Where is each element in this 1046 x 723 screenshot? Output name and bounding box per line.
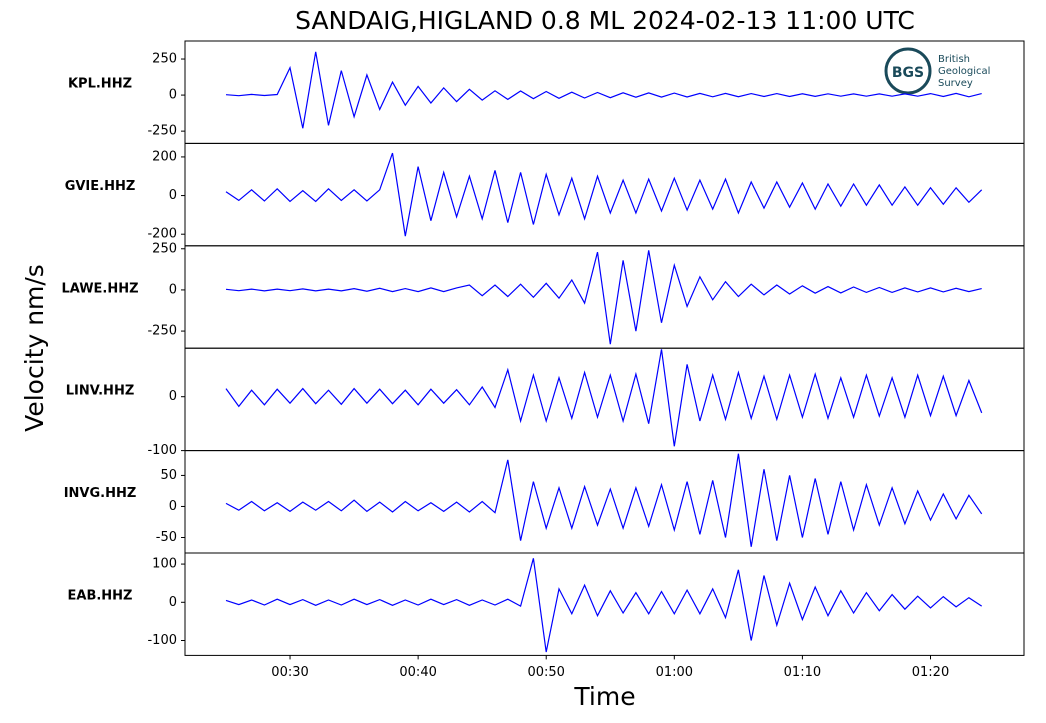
y-tick-label: 250 <box>152 52 177 67</box>
panel <box>225 51 982 129</box>
panel <box>225 250 982 345</box>
logo-text: British <box>938 54 970 65</box>
y-tick-label: 0 <box>169 188 177 203</box>
y-tick-label: 0 <box>169 389 177 404</box>
y-tick-label: -100 <box>147 443 177 458</box>
trace <box>225 51 982 129</box>
y-tick-label: 0 <box>169 282 177 297</box>
y-tick-label: -250 <box>147 324 177 339</box>
x-tick-label: 01:20 <box>912 665 949 680</box>
y-tick-label: 50 <box>160 468 177 483</box>
y-tick-label: 0 <box>169 499 177 514</box>
station-label: LINV.HHZ <box>66 384 135 399</box>
chart-title: SANDAIG,HIGLAND 0.8 ML 2024-02-13 11:00 … <box>295 6 915 35</box>
panel-frame <box>184 245 1025 349</box>
trace <box>225 152 983 237</box>
panel-frame <box>184 450 1025 554</box>
y-tick-label: -250 <box>147 124 177 139</box>
y-tick-label: 250 <box>152 241 177 256</box>
x-tick-label: 00:30 <box>271 665 308 680</box>
x-tick-label: 00:50 <box>527 665 564 680</box>
trace <box>225 250 982 345</box>
panel-frame <box>184 347 1025 452</box>
trace <box>225 349 983 447</box>
station-label: GVIE.HHZ <box>65 179 136 194</box>
logo-text: Geological <box>938 66 990 77</box>
panel <box>225 152 983 237</box>
y-tick-label: 100 <box>152 557 177 572</box>
trace <box>225 453 983 547</box>
logo: BGS British Geological Survey <box>884 47 990 95</box>
panel <box>225 558 983 653</box>
x-axis-label: Time <box>573 682 635 711</box>
panel <box>225 349 983 447</box>
panel-frame <box>184 552 1025 656</box>
station-label: INVG.HHZ <box>64 486 137 501</box>
station-label: KPL.HHZ <box>68 77 132 92</box>
x-tick-label: 01:10 <box>784 665 821 680</box>
panel <box>225 453 983 547</box>
y-tick-label: -200 <box>147 227 177 242</box>
station-label: EAB.HHZ <box>68 589 133 604</box>
y-tick-label: 0 <box>169 595 177 610</box>
y-tick-label: -50 <box>156 530 177 545</box>
logo-abbr: BGS <box>892 65 924 81</box>
y-tick-label: 0 <box>169 88 177 103</box>
x-tick-label: 00:40 <box>399 665 436 680</box>
y-tick-label: 200 <box>152 149 177 164</box>
logo-text: Survey <box>938 78 973 89</box>
y-axis-label: Velocity nm/s <box>20 264 49 432</box>
trace <box>225 558 983 653</box>
logo-ring <box>884 47 932 95</box>
x-tick-label: 01:00 <box>656 665 693 680</box>
y-tick-label: -100 <box>147 633 177 648</box>
station-label: LAWE.HHZ <box>61 281 138 296</box>
